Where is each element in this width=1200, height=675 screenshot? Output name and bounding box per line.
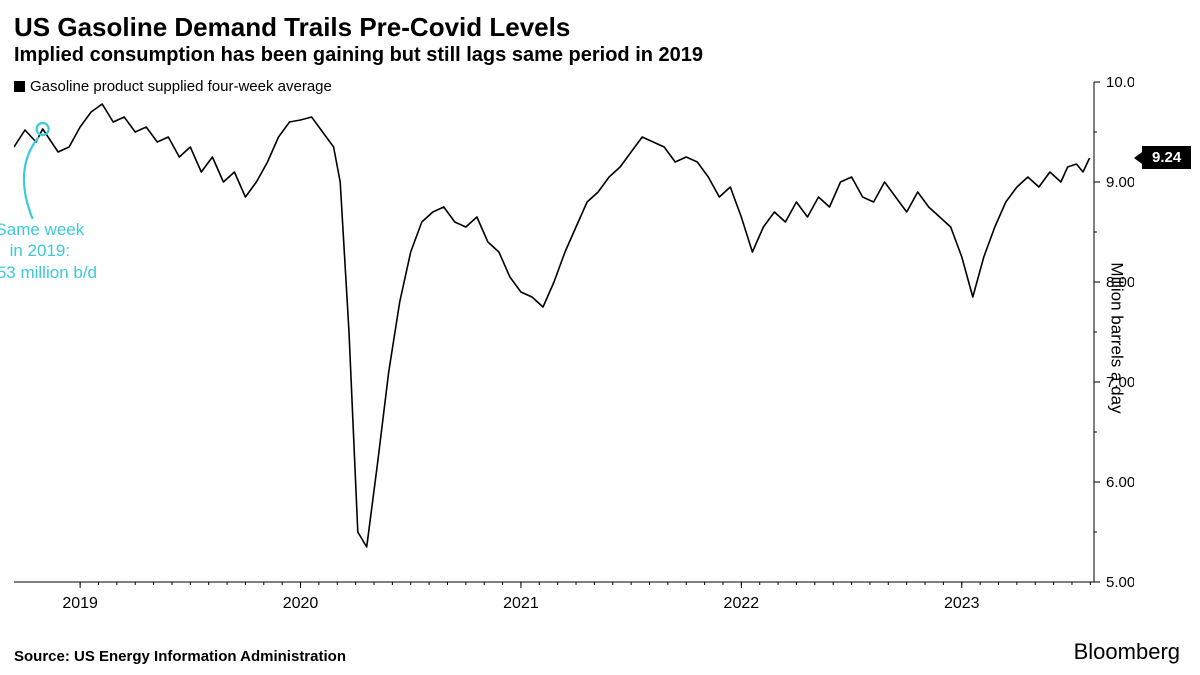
source-text: Source: US Energy Information Administra… — [14, 648, 346, 665]
endpoint-value-label: 9.24 — [1142, 146, 1191, 169]
chart-subtitle: Implied consumption has been gaining but… — [14, 44, 703, 67]
chart-title: US Gasoline Demand Trails Pre-Covid Leve… — [14, 12, 570, 43]
brand-text: Bloomberg — [1074, 639, 1180, 665]
y-axis-label: Million barrels a day — [1106, 262, 1126, 413]
svg-text:6.00: 6.00 — [1106, 474, 1134, 491]
svg-text:5.00: 5.00 — [1106, 574, 1134, 591]
chart-svg: 5.006.007.008.009.0010.00201920202021202… — [14, 72, 1134, 622]
svg-text:10.00: 10.00 — [1106, 74, 1134, 91]
svg-text:2020: 2020 — [283, 595, 319, 612]
svg-text:2021: 2021 — [503, 595, 539, 612]
chart-area: 5.006.007.008.009.0010.00201920202021202… — [14, 72, 1134, 622]
annotation-callout: Same weekin 2019:9.53 million b/d — [0, 219, 97, 283]
svg-text:2023: 2023 — [944, 595, 980, 612]
svg-text:9.00: 9.00 — [1106, 174, 1134, 191]
svg-text:2019: 2019 — [62, 595, 98, 612]
svg-text:2022: 2022 — [724, 595, 760, 612]
